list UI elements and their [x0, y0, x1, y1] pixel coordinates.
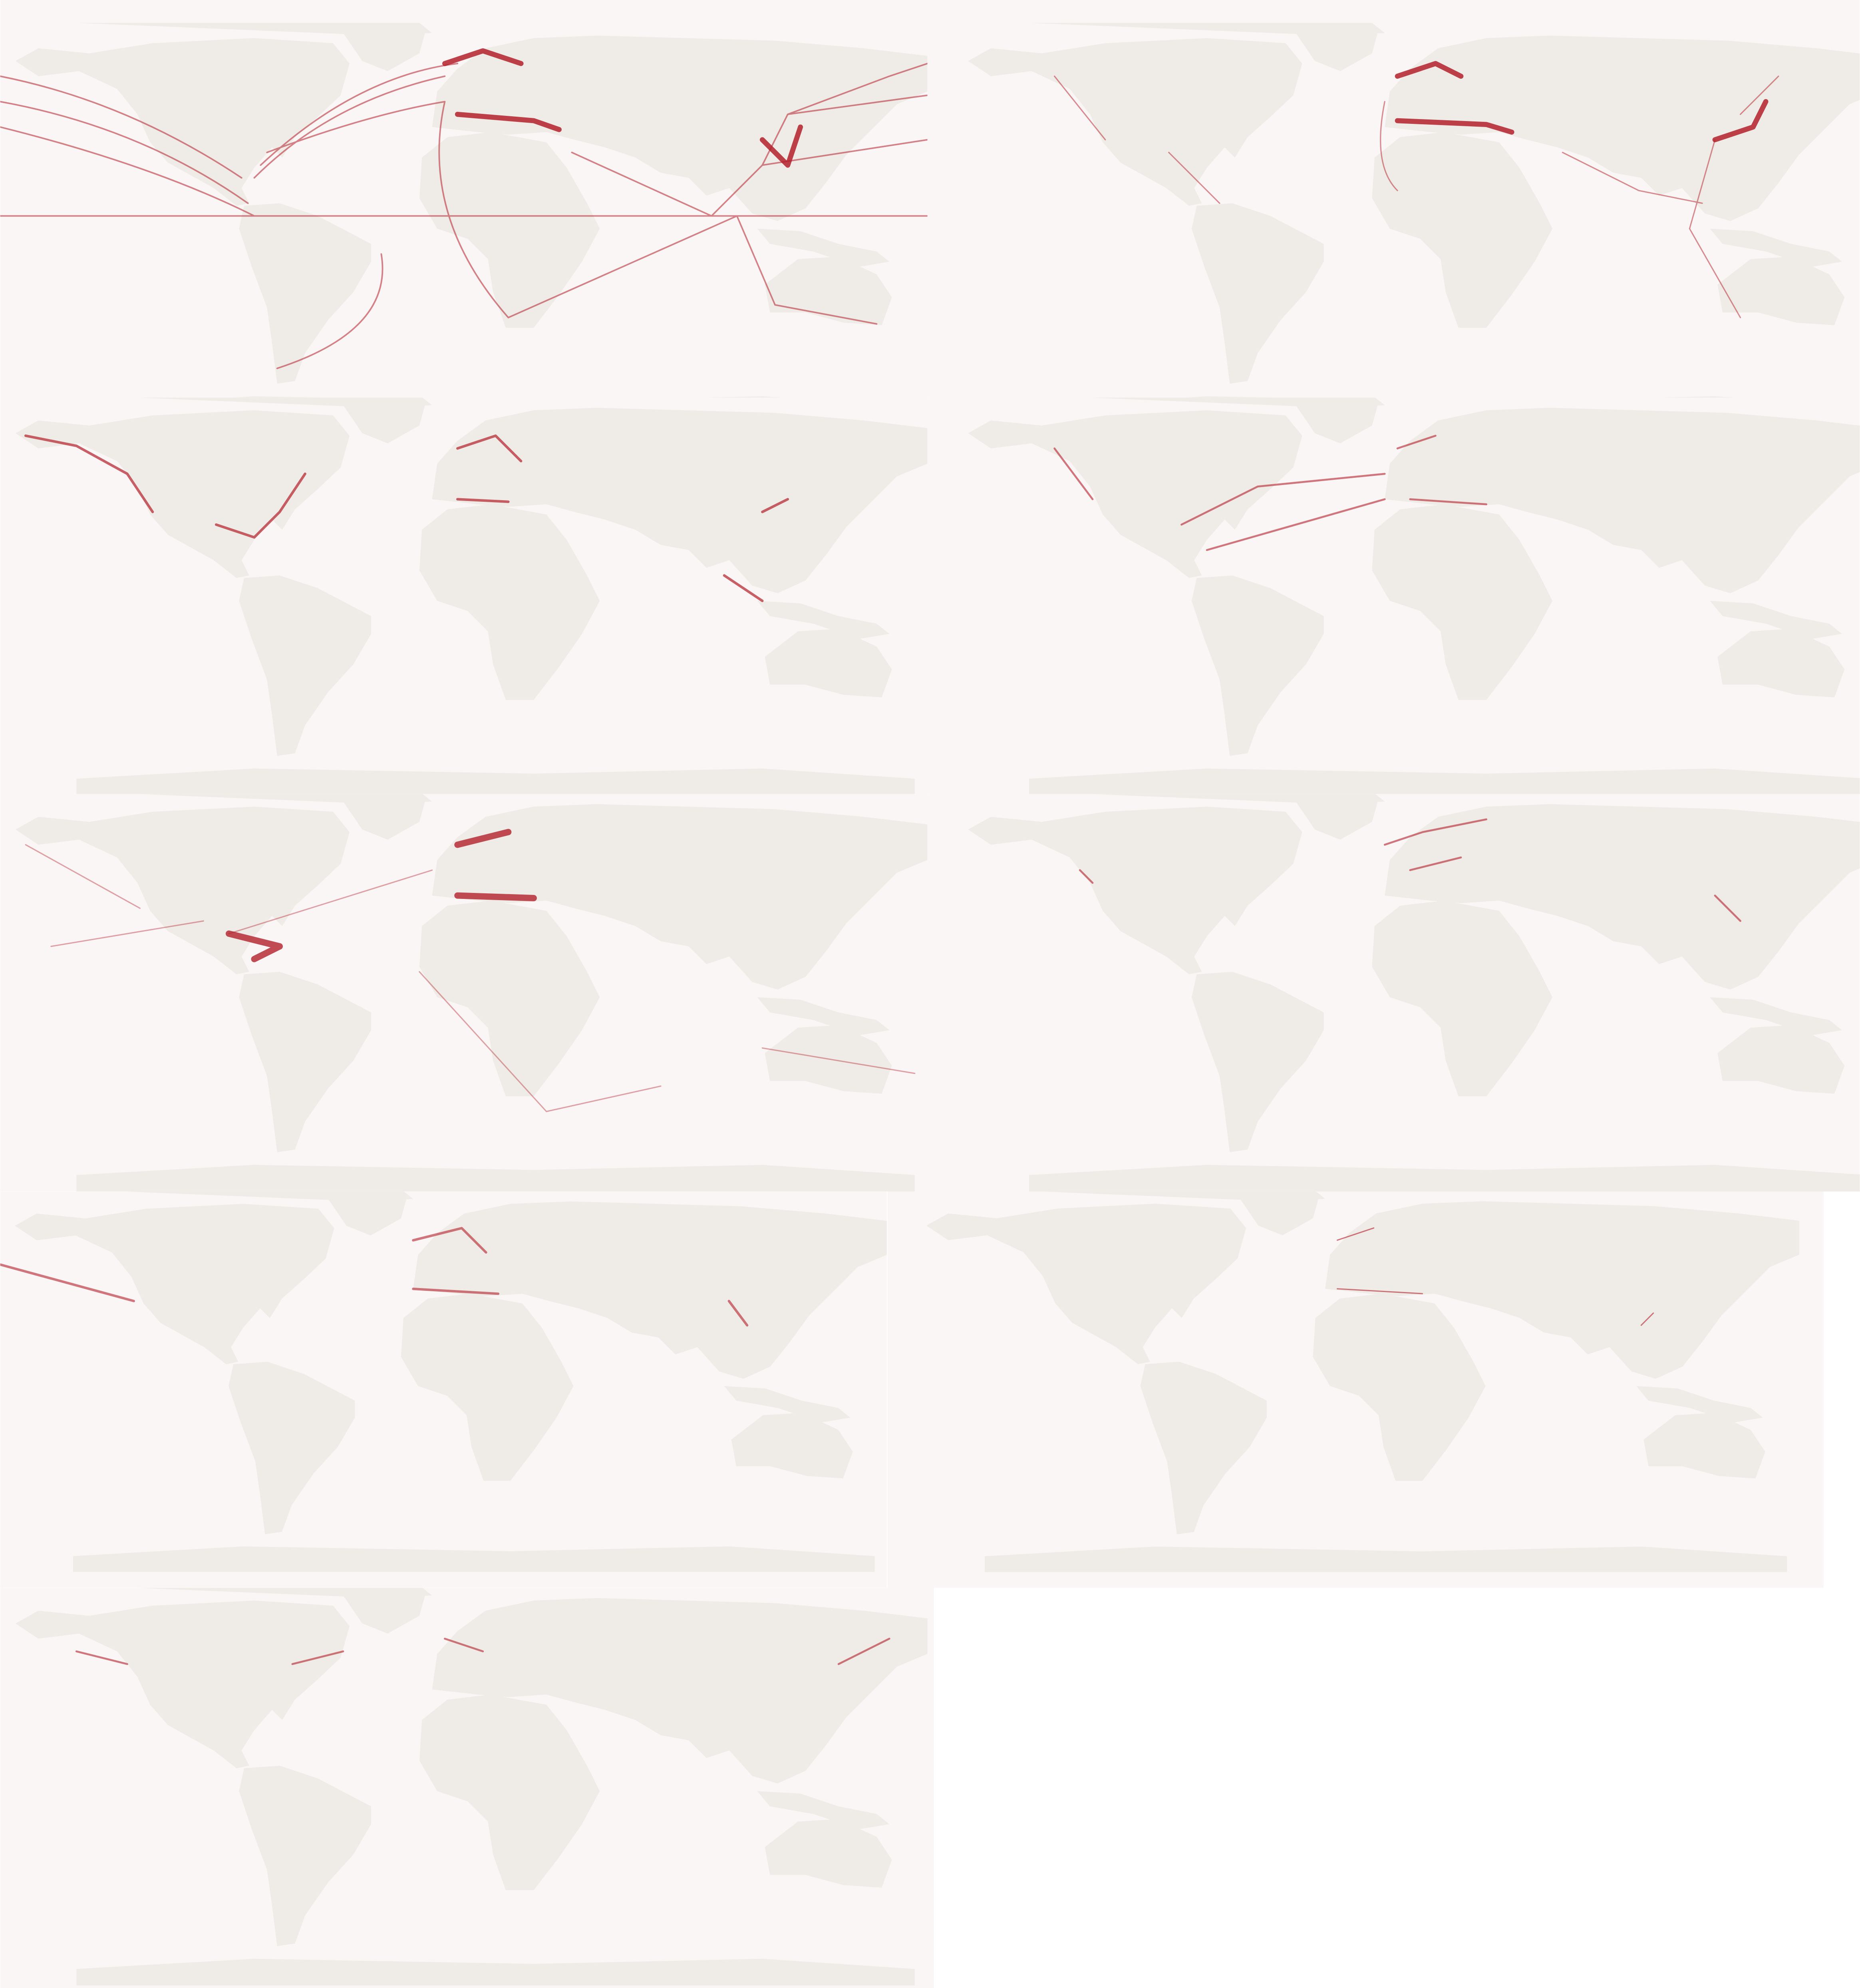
map-panel	[887, 1191, 1824, 1588]
map-panel	[927, 0, 1860, 398]
map-panel	[927, 794, 1860, 1192]
map-panel	[0, 1588, 934, 1988]
map-panel	[0, 1191, 887, 1588]
map-panel	[0, 0, 928, 398]
map-panel	[0, 794, 928, 1192]
map-panel	[0, 398, 928, 794]
map-panel	[927, 398, 1860, 794]
